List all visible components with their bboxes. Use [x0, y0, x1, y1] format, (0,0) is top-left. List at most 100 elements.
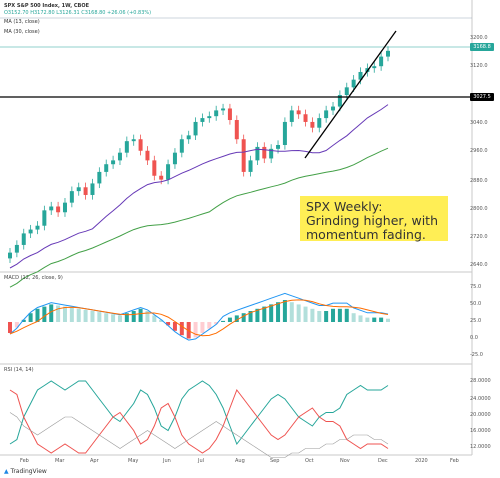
- macd-tick: 50.0: [470, 301, 482, 307]
- candle-body: [221, 108, 226, 111]
- macd-histogram-bar: [131, 311, 136, 322]
- candle-body: [97, 171, 102, 184]
- macd-histogram-bar: [62, 306, 67, 322]
- candle-body: [138, 139, 143, 151]
- macd-histogram-bar: [255, 308, 260, 322]
- candle-body: [344, 87, 349, 96]
- rsi-tick: 20.0000: [470, 412, 491, 418]
- candle-body: [28, 229, 33, 234]
- candle-body: [282, 121, 287, 145]
- macd-histogram-bar: [35, 308, 40, 322]
- candle-body: [8, 252, 12, 259]
- candle-body: [117, 152, 122, 161]
- macd-histogram-bar: [276, 302, 281, 322]
- rsi-tick: 12.0000: [470, 444, 491, 450]
- candle-body: [303, 114, 308, 122]
- candle-body: [379, 56, 384, 67]
- month-label: Apr: [90, 458, 99, 464]
- macd-histogram-bar: [28, 313, 33, 322]
- price-tick: 2640.0: [470, 262, 488, 268]
- macd-histogram-bar: [200, 322, 205, 333]
- macd-histogram-bar: [56, 305, 61, 322]
- rsi-tick: 24.0000: [470, 396, 491, 402]
- rsi-tick: 16.0000: [470, 428, 491, 434]
- logo-text: TradingView: [10, 468, 47, 475]
- candle-body: [152, 160, 157, 176]
- rsi-inverse-line: [9, 388, 389, 454]
- candle-body: [49, 206, 54, 211]
- candle-body: [179, 139, 184, 153]
- macd-histogram-bar: [159, 319, 164, 322]
- candle-body: [269, 148, 274, 159]
- macd-histogram-bar: [248, 311, 253, 322]
- candle-body: [131, 139, 136, 142]
- candle-body: [186, 135, 191, 140]
- macd-histogram-bar: [207, 322, 212, 329]
- month-label: Mar: [55, 458, 65, 464]
- price-tick: 2880.0: [470, 178, 488, 184]
- macd-label[interactable]: MACD (12, 26, close, 9): [4, 275, 63, 281]
- candle-body: [166, 164, 171, 180]
- rsi-line: [9, 380, 389, 446]
- candle-body: [159, 175, 164, 180]
- macd-histogram-bar: [42, 306, 47, 322]
- ma-slow-label[interactable]: MA (30, close): [4, 29, 40, 35]
- macd-histogram-bar: [152, 315, 157, 322]
- macd-histogram-bar: [282, 300, 287, 322]
- candle-body: [42, 210, 47, 226]
- macd-histogram-bar: [214, 322, 219, 325]
- macd-signal-line: [9, 299, 389, 337]
- candle-body: [214, 110, 219, 117]
- macd-histogram-bar: [324, 311, 329, 322]
- macd-histogram-bar: [351, 313, 356, 322]
- candle-body: [331, 106, 336, 111]
- macd-histogram-bar: [90, 311, 95, 322]
- macd-histogram-bar: [310, 308, 315, 322]
- candle-body: [35, 225, 40, 230]
- macd-histogram-bar: [344, 308, 349, 322]
- macd-histogram-bar: [76, 308, 81, 322]
- macd-histogram-bar: [289, 302, 294, 322]
- macd-tick: 75.0: [470, 284, 482, 290]
- macd-histogram-bar: [124, 313, 129, 322]
- month-label: Feb: [20, 458, 29, 464]
- candle-body: [358, 71, 363, 80]
- ma-fast-label[interactable]: MA (13, close): [4, 19, 40, 25]
- candle-body: [207, 116, 212, 119]
- candle-body: [76, 187, 81, 192]
- candle-body: [255, 146, 260, 161]
- macd-histogram-bar: [296, 304, 301, 322]
- candle-body: [234, 120, 239, 140]
- macd-histogram-bar: [111, 314, 116, 322]
- candle-body: [241, 139, 246, 172]
- macd-histogram-bar: [49, 304, 54, 322]
- month-label: Oct: [305, 458, 314, 464]
- macd-histogram-bar: [269, 304, 274, 322]
- candle-body: [200, 118, 205, 122]
- month-label: Jul: [198, 458, 205, 464]
- macd-histogram-bar: [317, 311, 322, 322]
- macd-histogram-bar: [234, 315, 239, 322]
- candle-body: [172, 152, 177, 165]
- candle-body: [351, 79, 356, 88]
- horizontal-line-tag: 3027.5: [470, 93, 494, 101]
- candle-body: [310, 121, 315, 128]
- macd-histogram-bar: [331, 308, 336, 322]
- candle-body: [62, 202, 67, 213]
- tradingview-logo[interactable]: ▲ TradingView: [4, 468, 47, 475]
- candle-body: [289, 110, 294, 122]
- annotation-note[interactable]: SPX Weekly: Grinding higher, with moment…: [300, 196, 448, 242]
- rsi-label[interactable]: RSI (14, 14): [4, 367, 34, 373]
- macd-histogram-bar: [117, 315, 122, 322]
- candle-body: [276, 145, 281, 149]
- logo-icon: ▲: [4, 468, 9, 475]
- month-label: Sep: [270, 458, 280, 464]
- candle-body: [90, 183, 95, 195]
- candle-body: [337, 95, 342, 107]
- month-label: Feb: [450, 458, 459, 464]
- price-tick: 3120.0: [470, 63, 488, 69]
- macd-tick: -25.0: [470, 352, 483, 358]
- macd-histogram-bar: [262, 306, 267, 322]
- ohlc-readout: O3152.70 H3172.80 L3126.31 C3168.80 +26.…: [4, 10, 152, 16]
